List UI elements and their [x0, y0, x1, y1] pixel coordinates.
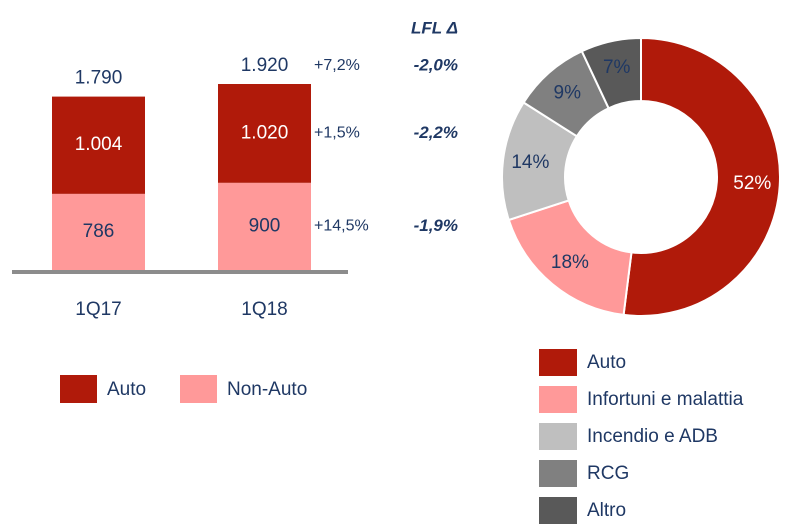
bar-segment	[52, 96, 145, 194]
legend-swatch	[539, 349, 577, 376]
legend-label: Incendio e ADB	[587, 426, 718, 447]
donut-slice	[580, 36, 642, 110]
legend-label: Auto	[107, 379, 146, 400]
legend-swatch	[539, 423, 577, 450]
slice-label: 14%	[511, 152, 549, 173]
legend-swatch	[60, 375, 97, 403]
bar-value-label: 1.020	[241, 122, 289, 143]
bar-value-label: 1.004	[75, 134, 123, 155]
change-label: +14,5%	[314, 218, 369, 235]
legend-label: RCG	[587, 463, 629, 484]
change-label: +1,5%	[314, 125, 360, 142]
legend-swatch	[539, 460, 577, 487]
slice-label: 9%	[554, 82, 582, 103]
lfl-change-label: -1,9%	[414, 216, 458, 235]
total-label: 1.920	[241, 55, 289, 76]
legend-label: Altro	[587, 500, 626, 521]
x-tick-label: 1Q17	[75, 299, 121, 320]
lfl-change-label: -2,2%	[414, 123, 458, 142]
legend-label: Infortuni e malattia	[587, 389, 744, 410]
change-header: LFL Δ	[411, 18, 458, 37]
bar-segment	[218, 182, 311, 270]
legend-label: Non-Auto	[227, 379, 307, 400]
bar-value-label: 900	[249, 215, 281, 236]
bar-segment	[52, 193, 145, 270]
donut-slice	[507, 199, 633, 317]
legend-swatch	[539, 497, 577, 524]
change-label: +7,2%	[314, 57, 360, 74]
total-label: 1.790	[75, 68, 123, 89]
bar-segment	[218, 84, 311, 183]
slice-label: 18%	[551, 252, 589, 273]
lfl-change-label: -2,0%	[414, 55, 458, 74]
legend-label: Auto	[587, 352, 626, 373]
bar-value-label: 786	[83, 221, 115, 242]
slice-label: 52%	[733, 173, 771, 194]
legend-swatch	[539, 386, 577, 413]
x-tick-label: 1Q18	[241, 299, 287, 320]
legend-swatch	[180, 375, 217, 403]
donut-slice	[622, 36, 781, 317]
slice-label: 7%	[603, 57, 631, 78]
